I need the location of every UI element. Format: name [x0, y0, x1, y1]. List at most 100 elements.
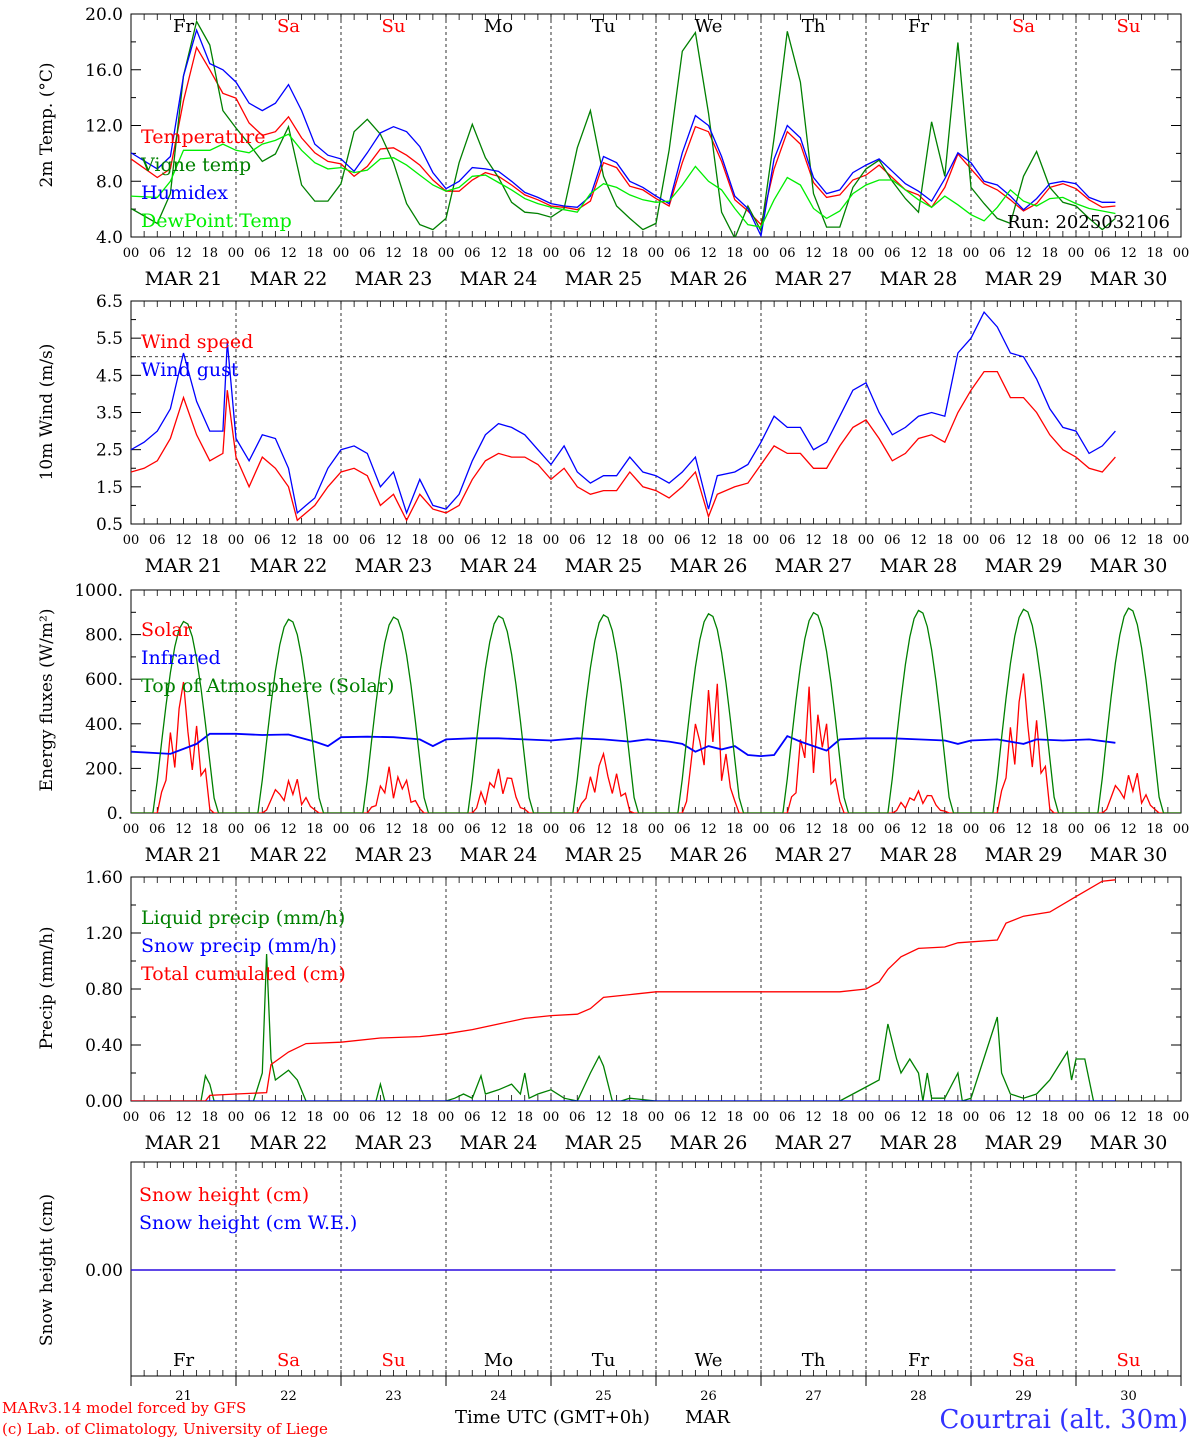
y-tick-label: 4.0: [96, 228, 123, 248]
hour-tick-label: 12: [175, 822, 192, 837]
legend-label: Infrared: [141, 647, 221, 669]
hour-tick-label: 18: [1041, 533, 1058, 548]
hour-tick-label: 18: [411, 246, 428, 261]
hour-tick-label: 12: [700, 533, 717, 548]
hour-tick-label: 12: [490, 246, 507, 261]
hour-tick-label: 06: [884, 822, 901, 837]
date-label: MAR 29: [985, 555, 1063, 577]
legend-label: Temperature: [141, 126, 265, 148]
day-abbr-top: Mo: [484, 16, 513, 37]
date-label: MAR 27: [775, 268, 853, 290]
day-abbr-bottom: We: [695, 1350, 723, 1371]
hour-tick-label: 06: [884, 246, 901, 261]
date-label: MAR 25: [565, 1132, 643, 1154]
hour-tick-label: 06: [569, 1110, 586, 1125]
day-abbr-bottom: Sa: [1012, 1350, 1035, 1371]
hour-tick-label: 06: [884, 533, 901, 548]
hour-tick-label: 18: [1041, 246, 1058, 261]
hour-tick-label: 00: [753, 246, 770, 261]
date-label: MAR 23: [355, 844, 433, 866]
hour-tick-label: 00: [648, 533, 665, 548]
date-label: MAR 28: [880, 555, 958, 577]
hour-tick-label: 00: [543, 533, 560, 548]
hour-tick-label: 00: [228, 822, 245, 837]
hour-tick-label: 06: [149, 822, 166, 837]
date-label: MAR 26: [670, 1132, 748, 1154]
model-credit: MARv3.14 model forced by GFS: [2, 1399, 246, 1417]
y-tick-label: 12.0: [85, 117, 123, 137]
hour-tick-label: 18: [1041, 822, 1058, 837]
hour-tick-label: 12: [490, 533, 507, 548]
hour-tick-label: 12: [1120, 246, 1137, 261]
day-number: 23: [385, 1389, 402, 1404]
hour-tick-label: 18: [726, 822, 743, 837]
day-abbr-bottom: Sa: [277, 1350, 300, 1371]
hour-tick-label: 00: [963, 246, 980, 261]
hour-tick-label: 00: [123, 246, 140, 261]
hour-tick-label: 12: [1015, 533, 1032, 548]
hour-tick-label: 00: [1068, 246, 1085, 261]
date-label: MAR 25: [565, 268, 643, 290]
legend-label: Humidex: [141, 182, 228, 204]
hour-tick-label: 18: [306, 533, 323, 548]
hour-tick-label: 06: [569, 533, 586, 548]
day-abbr-top: Fr: [908, 16, 929, 37]
series-temperature: [131, 45, 1116, 226]
legend-label: Total cumulated (cm): [141, 963, 346, 985]
hour-tick-label: 12: [280, 1110, 297, 1125]
day-abbr-bottom: Mo: [484, 1350, 513, 1371]
y-tick-label: 0.80: [85, 980, 123, 1000]
y-axis-label: 10m Wind (m/s): [37, 344, 57, 481]
y-tick-label: 200.: [85, 759, 123, 779]
hour-tick-label: 18: [306, 822, 323, 837]
date-label: MAR 28: [880, 1132, 958, 1154]
hour-tick-label: 12: [805, 533, 822, 548]
hour-tick-label: 06: [674, 533, 691, 548]
hour-tick-label: 00: [333, 1110, 350, 1125]
hour-tick-label: 06: [254, 533, 271, 548]
date-label: MAR 29: [985, 844, 1063, 866]
panel-3: 0. 200. 400. 600. 800. 1000. Energy fluxes (W/…: [37, 581, 1189, 866]
hour-tick-label: 12: [175, 1110, 192, 1125]
date-label: MAR 23: [355, 268, 433, 290]
date-label: MAR 21: [145, 844, 223, 866]
hour-tick-label: 00: [1173, 1110, 1190, 1125]
hour-tick-label: 06: [464, 533, 481, 548]
hour-tick-label: 12: [1120, 1110, 1137, 1125]
hour-tick-label: 06: [464, 1110, 481, 1125]
hour-tick-label: 18: [1041, 1110, 1058, 1125]
y-tick-label: 0.00: [85, 1092, 123, 1112]
y-axis-label: Energy fluxes (W/m²): [37, 609, 57, 792]
hour-tick-label: 00: [648, 1110, 665, 1125]
hour-tick-label: 06: [254, 1110, 271, 1125]
hour-tick-label: 18: [726, 1110, 743, 1125]
date-label: MAR 21: [145, 555, 223, 577]
hour-tick-label: 00: [1173, 246, 1190, 261]
hour-tick-label: 18: [201, 822, 218, 837]
hour-tick-label: 12: [805, 822, 822, 837]
hour-tick-label: 00: [858, 533, 875, 548]
legend-label: Solar: [141, 619, 193, 641]
y-tick-label: 1.20: [85, 924, 123, 944]
day-abbr-bottom: Th: [802, 1350, 826, 1371]
y-tick-label: 1.5: [96, 478, 123, 498]
hour-tick-label: 18: [936, 246, 953, 261]
date-label: MAR 23: [355, 555, 433, 577]
y-tick-label: 1000.: [74, 581, 123, 601]
hour-tick-label: 06: [149, 1110, 166, 1125]
day-number: 21: [175, 1389, 192, 1404]
hour-tick-label: 00: [543, 246, 560, 261]
hour-tick-label: 18: [411, 1110, 428, 1125]
hour-tick-label: 12: [1015, 246, 1032, 261]
hour-tick-label: 06: [254, 822, 271, 837]
date-label: MAR 29: [985, 1132, 1063, 1154]
hour-tick-label: 06: [989, 246, 1006, 261]
hour-tick-label: 12: [1015, 822, 1032, 837]
station-label: Courtrai (alt. 30m): [940, 1405, 1189, 1435]
legend-label: Liquid precip (mm/h): [141, 907, 345, 929]
hour-tick-label: 00: [228, 1110, 245, 1125]
date-label: MAR 29: [985, 268, 1063, 290]
hour-tick-label: 18: [201, 1110, 218, 1125]
hour-tick-label: 12: [700, 1110, 717, 1125]
